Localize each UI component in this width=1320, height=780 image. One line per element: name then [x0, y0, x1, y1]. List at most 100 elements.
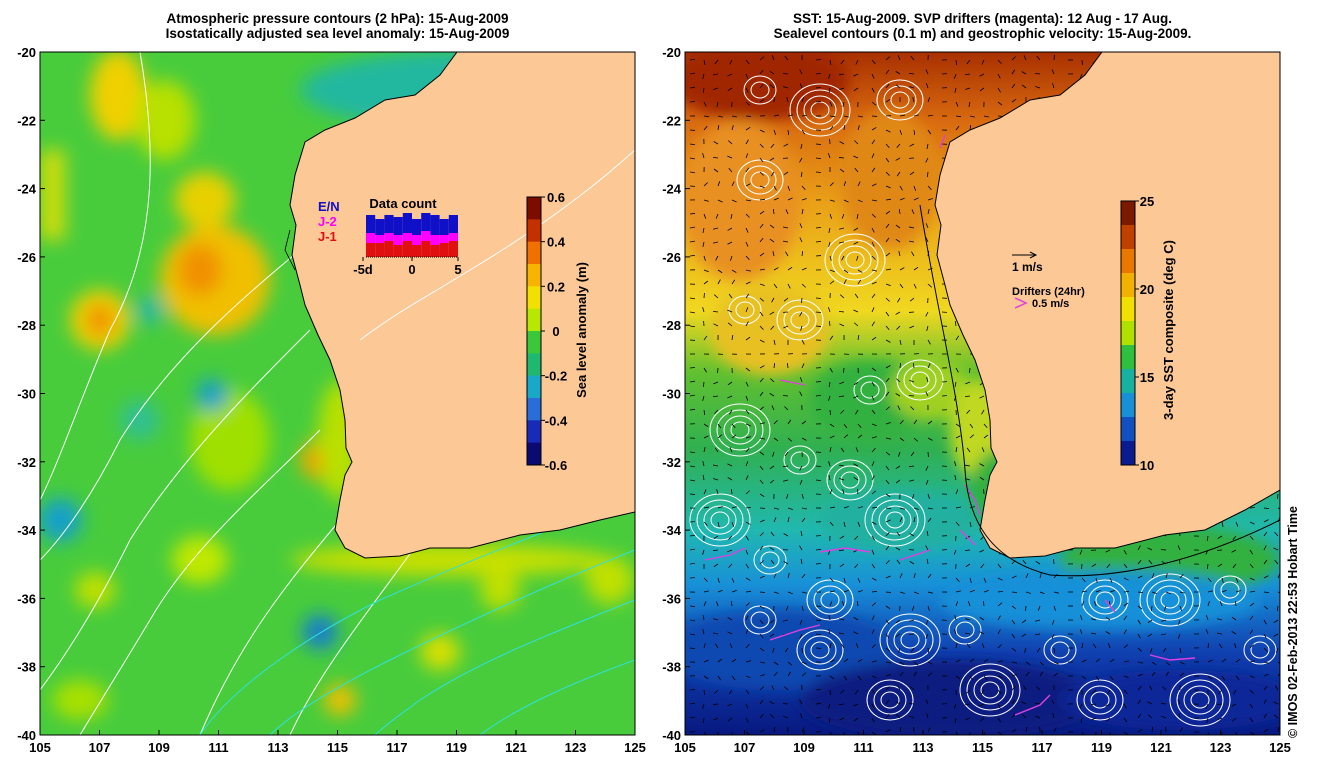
data-count-bar: [375, 243, 385, 257]
lat-tick-label: -36: [662, 591, 681, 606]
lat-tick-label: -28: [17, 318, 36, 333]
left-title: Atmospheric pressure contours (2 hPa): 1…: [40, 11, 635, 41]
data-count-bar: [439, 235, 449, 243]
data-count-title: Data count: [369, 196, 437, 211]
australia-land-right: [934, 52, 1280, 559]
sla-colorbar: 0.6 0.4 0.2 0 -0.2 -0.4 -0.6: [526, 190, 568, 473]
lon-tick-label: 119: [1091, 740, 1112, 755]
data-count-bar: [412, 235, 422, 245]
colorbar-segment: [527, 375, 541, 399]
velocity-legend-label: 1 m/s: [1012, 260, 1043, 274]
lon-tick-label: 123: [565, 740, 587, 755]
data-count-bar: [384, 215, 394, 233]
lon-tick-label: 109: [793, 740, 815, 755]
colorbar-segment: [1121, 321, 1135, 346]
data-count-bar: [412, 219, 422, 235]
colorbar-segment: [1121, 417, 1135, 442]
lat-tick-label: -22: [662, 113, 681, 128]
data-count-bar: [384, 233, 394, 241]
data-count-bar: [439, 219, 449, 235]
australia-land-left: [289, 52, 635, 559]
data-count-bar: [402, 213, 412, 233]
data-count-tick: 5: [454, 262, 461, 277]
colorbar-tick-label: 0.4: [547, 235, 566, 250]
data-count-bar: [366, 243, 376, 257]
sst-colorbar: 25 20 15 10: [1120, 194, 1154, 473]
drifter-legend: Drifters (24hr) 0.5 m/s: [1012, 286, 1085, 310]
lon-tick-label: 113: [268, 740, 289, 755]
data-count-bar: [393, 235, 403, 245]
data-count-bar: [402, 233, 412, 241]
left-lon-axis: 105 107 109 111 113 115 117 119 121 123 125: [29, 730, 646, 755]
lat-tick-label: -30: [17, 387, 36, 402]
colorbar-segment: [527, 264, 541, 287]
colorbar-tick-label: -0.2: [545, 369, 567, 384]
data-count-bar: [402, 241, 412, 257]
lat-tick-label: -30: [662, 387, 681, 402]
lat-tick-label: -24: [662, 182, 682, 197]
data-count-bar: [430, 215, 440, 235]
data-count-tick: 0: [408, 262, 415, 277]
data-count-bar: [366, 215, 376, 233]
colorbar-segment: [1121, 273, 1135, 298]
lon-tick-label: 117: [387, 740, 408, 755]
right-map: [685, 52, 1280, 735]
lon-tick-label: 117: [1032, 740, 1053, 755]
data-count-bar: [421, 241, 431, 257]
data-count-bar: [366, 233, 376, 243]
data-count-bar: [421, 231, 431, 241]
colorbar-segment: [527, 308, 541, 332]
colorbar-segment: [1121, 249, 1135, 274]
lon-tick-label: 111: [853, 740, 873, 755]
data-count-legend-label: J-2: [318, 214, 337, 229]
velocity-legend: 1 m/s: [1012, 251, 1043, 274]
data-count-bar: [412, 245, 422, 257]
left-lat-axis: -20 -22 -24 -26 -28 -30 -32 -34 -36 -38 -40: [17, 45, 45, 743]
lon-tick-label: 107: [734, 740, 756, 755]
colorbar-tick-label: -0.4: [545, 413, 568, 428]
data-count-bar: [393, 245, 403, 257]
right-lat-axis: -20 -22 -24 -26 -28 -30 -32 -34 -36 -38 -40: [662, 45, 690, 743]
lat-tick-label: -20: [662, 45, 681, 60]
lon-tick-label: 113: [913, 740, 934, 755]
left-title-line2: Isostatically adjusted sea level anomaly…: [165, 26, 510, 41]
sla-colorbar-label: Sea level anomaly (m): [574, 262, 589, 398]
lon-tick-label: 109: [148, 740, 170, 755]
lat-tick-label: -38: [17, 660, 36, 675]
colorbar-segment: [527, 331, 541, 354]
lon-tick-label: 119: [446, 740, 467, 755]
credit-text: © IMOS 02-Feb-2013 22:53 Hobart Time: [1286, 506, 1300, 738]
lat-tick-label: -32: [662, 455, 681, 470]
lat-tick-label: -40: [662, 728, 681, 743]
drifter-legend-title: Drifters (24hr): [1012, 286, 1085, 298]
lon-tick-label: 123: [1210, 740, 1232, 755]
lat-tick-label: -24: [17, 182, 37, 197]
colorbar-segment: [1121, 225, 1135, 250]
lat-tick-label: -34: [17, 523, 37, 538]
colorbar-segment: [1121, 345, 1135, 370]
data-count-bar: [375, 235, 385, 243]
lon-tick-label: 125: [1269, 740, 1291, 755]
lon-tick-label: 121: [505, 740, 527, 755]
sealevel-contours: [689, 75, 1277, 727]
lat-tick-label: -40: [17, 728, 36, 743]
data-count-bar: [448, 241, 458, 257]
colorbar-segment: [1121, 393, 1135, 418]
right-title-line1: SST: 15-Aug-2009. SVP drifters (magenta)…: [792, 11, 1173, 26]
lon-tick-label: 105: [29, 740, 51, 755]
drifter-tracks: [704, 134, 1196, 716]
right-title-line2: Sealevel contours (0.1 m) and geostrophi…: [773, 26, 1192, 41]
lat-tick-label: -22: [17, 113, 36, 128]
colorbar-tick-label: -0.6: [545, 458, 567, 473]
lon-tick-label: 105: [674, 740, 696, 755]
data-count-bar: [448, 233, 458, 241]
lat-tick-label: -38: [662, 660, 681, 675]
colorbar-segment: [527, 420, 541, 444]
left-title-line1: Atmospheric pressure contours (2 hPa): 1…: [166, 11, 509, 26]
data-count-tick: -5d: [353, 262, 373, 277]
lat-tick-label: -32: [17, 455, 36, 470]
lon-tick-label: 111: [208, 740, 228, 755]
colorbar-tick-label: 0.2: [547, 279, 565, 294]
data-count-bar: [430, 245, 440, 257]
colorbar-segment: [527, 241, 541, 265]
